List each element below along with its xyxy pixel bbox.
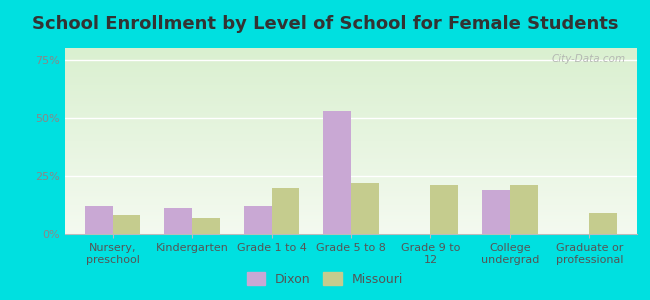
- Bar: [244, 206, 272, 234]
- Bar: [192, 218, 220, 234]
- Bar: [430, 185, 458, 234]
- Bar: [351, 183, 379, 234]
- Bar: [112, 215, 140, 234]
- Bar: [272, 188, 300, 234]
- Bar: [510, 185, 538, 234]
- Bar: [590, 213, 617, 234]
- Bar: [323, 111, 351, 234]
- Bar: [85, 206, 112, 234]
- Text: School Enrollment by Level of School for Female Students: School Enrollment by Level of School for…: [32, 15, 618, 33]
- Text: City-Data.com: City-Data.com: [551, 54, 625, 64]
- Bar: [164, 208, 192, 234]
- Legend: Dixon, Missouri: Dixon, Missouri: [242, 267, 408, 291]
- Bar: [482, 190, 510, 234]
